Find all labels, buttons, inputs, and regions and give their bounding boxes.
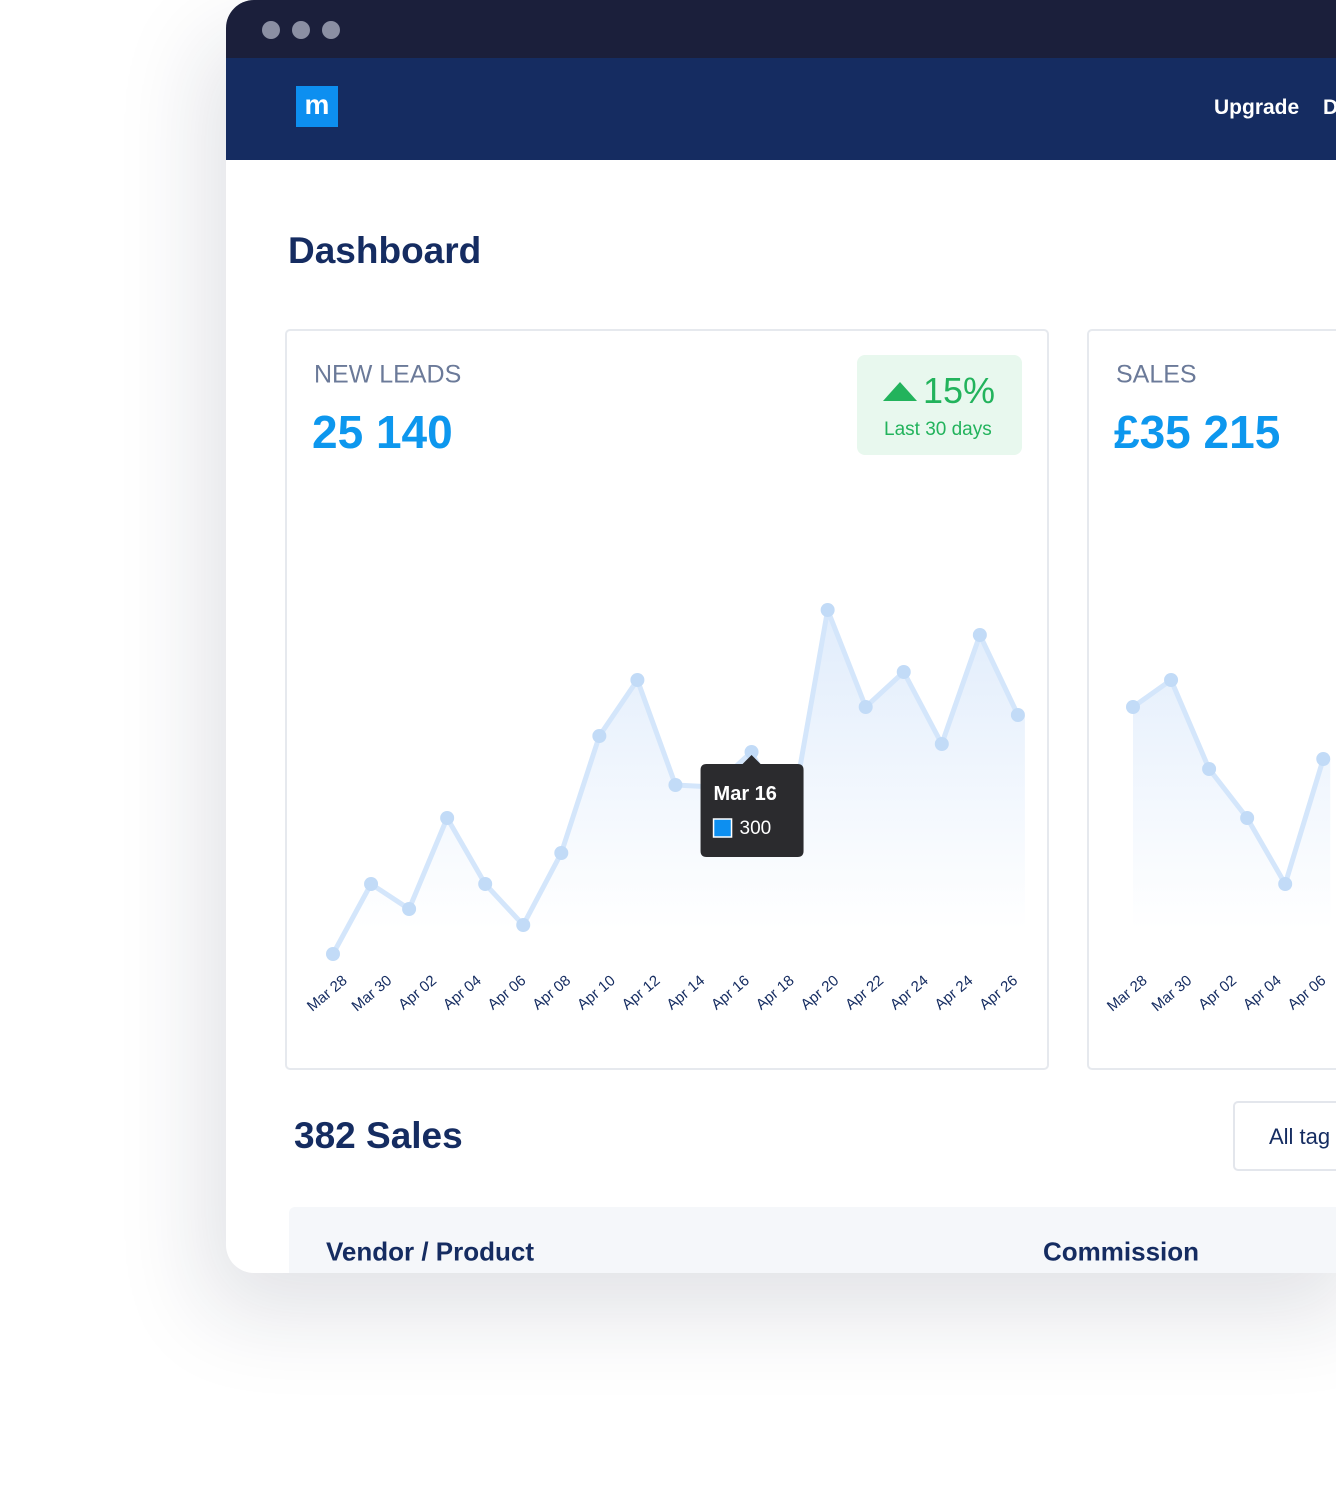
point (896, 665, 911, 679)
change-value: 15% (923, 370, 996, 411)
point (364, 877, 379, 891)
point (858, 700, 873, 714)
card (1087, 329, 1336, 1070)
point (478, 877, 493, 891)
card-value: £35 215 (1114, 406, 1281, 458)
nav-link[interactable]: Upgrade (1214, 96, 1300, 119)
up-arrow (883, 382, 917, 401)
x-tick-label: Mar 28 (304, 972, 351, 1015)
area (333, 610, 1025, 954)
point (326, 947, 340, 961)
point (1164, 673, 1179, 687)
logo[interactable]: m (296, 86, 338, 127)
x-tick-label: Apr 14 (663, 972, 708, 1013)
x-tick-label: Apr 04 (1240, 972, 1285, 1013)
point (402, 902, 417, 916)
point (516, 918, 531, 932)
tooltip-box (700, 755, 804, 857)
page-title: Dashboard (288, 230, 482, 271)
window-dot (322, 21, 340, 39)
tooltip-label: Mar 16 (714, 783, 777, 805)
point (1240, 811, 1255, 825)
card-title: NEW LEADS (314, 360, 462, 389)
point (972, 628, 987, 642)
x-tick-label: Apr 12 (619, 972, 664, 1013)
line (1131, 677, 1326, 887)
x-tick-label: Mar 30 (349, 972, 396, 1015)
x-tick-label: Apr 08 (529, 972, 574, 1013)
tooltip-swatch (712, 818, 733, 838)
x-tick-label: Mar 30 (1149, 972, 1196, 1015)
window-dot (292, 21, 310, 39)
x-tick-label: Apr 26 (976, 972, 1021, 1013)
x-tick-label: Apr 24 (932, 972, 977, 1013)
column-header: Vendor / Product (326, 1236, 535, 1267)
point (1010, 708, 1025, 722)
table-header: Vendor / Product Commission (289, 1207, 1336, 1273)
point (1126, 700, 1140, 714)
point (934, 737, 949, 751)
x-tick-label: Apr 16 (708, 972, 753, 1013)
point (1278, 877, 1293, 891)
x-tick-label: Apr 20 (797, 972, 842, 1013)
column-header: Commission (1043, 1236, 1200, 1267)
x-tick-label: Mar 28 (1104, 972, 1151, 1015)
x-tick-label: Apr 24 (887, 972, 932, 1013)
tooltip-value: 300 (740, 818, 772, 839)
tooltip: Mar 16 300 (700, 755, 804, 857)
x-tick-label: Apr 06 (485, 972, 530, 1013)
point (592, 729, 607, 743)
point (554, 846, 569, 860)
x-tick-label: Apr 02 (1195, 972, 1240, 1013)
change-badge: 15% Last 30 days (857, 355, 1022, 455)
filter-button[interactable]: All tag (1233, 1101, 1336, 1171)
x-tick-label: Apr 04 (440, 972, 485, 1013)
point (440, 811, 455, 825)
window-dot (262, 21, 280, 39)
browser-window: m Upgrade D Dashboard NEW LEADS 25 140 1… (226, 0, 1336, 1273)
point (1316, 752, 1331, 766)
nav-bar: m Upgrade D (226, 58, 1336, 160)
point (820, 603, 835, 617)
title-bar (226, 0, 1336, 58)
x-tick-label: Apr 06 (1285, 972, 1330, 1013)
area (1133, 680, 1331, 930)
card-value: 25 140 (312, 406, 453, 458)
x-tick-label: Apr 18 (753, 972, 798, 1013)
point (744, 745, 759, 759)
change-period: Last 30 days (884, 419, 992, 440)
x-tick-label: Apr 22 (842, 972, 887, 1013)
x-tick-label: Apr 10 (574, 972, 619, 1013)
section-title: 382 Sales (294, 1115, 463, 1156)
point (630, 673, 645, 687)
point (1202, 762, 1217, 776)
x-tick-label: Apr 02 (395, 972, 440, 1013)
point (668, 778, 683, 792)
nav-link[interactable]: D (1323, 96, 1336, 119)
card-title: SALES (1116, 360, 1197, 389)
filter-label: All tag (1269, 1124, 1331, 1149)
